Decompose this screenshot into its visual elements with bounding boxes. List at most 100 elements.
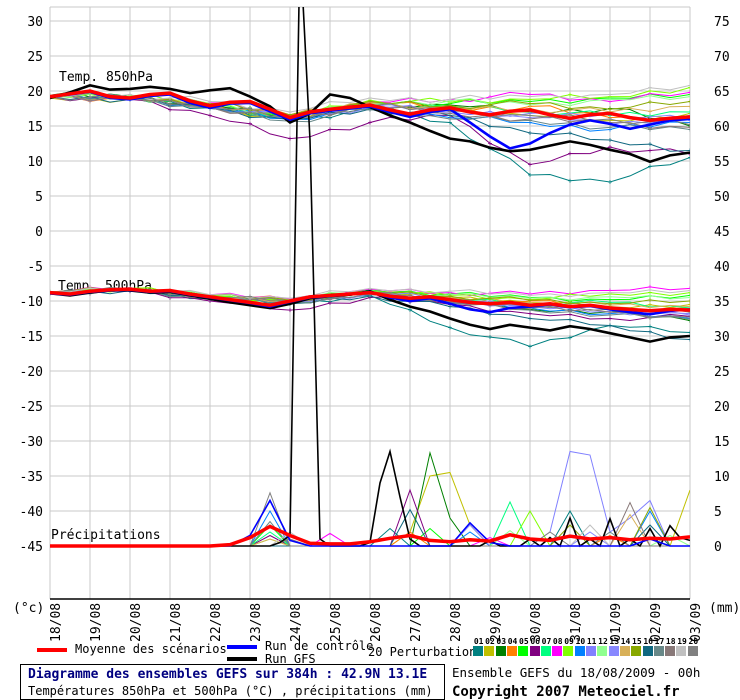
x-tick-label: 27/08 [409,603,424,642]
pert-swatch-10 [574,646,585,656]
mean-precip [50,524,690,548]
y-right-tick-label: 20 [714,400,730,415]
pert-swatch-15 [631,646,642,656]
x-tick-label: 29/08 [489,603,504,642]
y-right-tick-label: 45 [714,225,730,240]
x-tick-label: 26/08 [369,603,384,642]
pert-number-10: 10 [575,637,586,646]
x-tick-label: 19/08 [89,603,104,642]
y-left-tick-label: -45 [20,540,43,555]
pert-swatch-18 [665,646,676,656]
x-tick-label: 18/08 [49,603,64,642]
pert-number-03: 03 [496,637,507,646]
pert-number-01: 01 [473,637,484,646]
pert-number-02: 02 [485,637,495,646]
series-layer [50,7,690,548]
pert-number-20: 20 [688,637,699,646]
pert-swatch-01 [473,646,483,656]
y-right-tick-label: 70 [714,50,730,65]
y-right-tick-label: 25 [714,365,730,380]
y-left-tick-label: 30 [27,15,43,30]
pert-number-17: 17 [654,637,665,646]
pert-swatch-19 [676,646,687,656]
run-info: Ensemble GEFS du 18/08/2009 - 00h [452,665,701,680]
legend-gfs-swatch [227,657,257,661]
right-unit-label: (mm) [709,601,740,616]
x-tick-label: 30/08 [529,603,544,642]
pert-swatch-11 [586,646,596,656]
y-left-tick-label: 15 [27,120,43,135]
pert-swatch-16 [642,646,653,656]
pert-swatch-07 [540,646,551,656]
y-left-tick-label: -20 [20,365,43,380]
pert-number-07: 07 [541,637,552,646]
y-left-tick-label: -30 [20,435,43,450]
pert-number-06: 06 [530,637,540,646]
y-left-tick-label: -10 [20,295,43,310]
diagram-title: Diagramme des ensembles GEFS sur 384h : … [28,667,428,682]
pert-swatch-14 [619,646,630,656]
pert-swatch-08 [552,646,563,656]
legend-mean-label: Moyenne des scénarios [75,642,227,656]
pert-swatch-04 [506,646,517,656]
y-left-tick-label: 10 [27,155,43,170]
x-tick-label: 28/08 [449,603,464,642]
y-left-tick-label: 25 [27,50,43,65]
pert-swatch-03 [495,646,506,656]
y-left-tick-label: 20 [27,85,43,100]
y-right-tick-label: 55 [714,155,730,170]
y-right-tick-label: 0 [714,540,722,555]
legend-mean-swatch [37,648,67,652]
pert-number-11: 11 [586,637,597,646]
y-right-tick-label: 15 [714,435,730,450]
y-left-tick-label: 0 [35,225,43,240]
y-right-tick-label: 65 [714,85,730,100]
y-right-tick-label: 30 [714,330,730,345]
pert-swatch-17 [653,646,664,656]
y-left-tick-label: -40 [20,505,43,520]
y-right-tick-label: 50 [714,190,730,205]
x-tick-label: 20/08 [129,603,144,642]
perturbations-legend: 01 02 03 04 05 06 07 08 09 10 11 12 13 14 15 16 17 18 19 20 [473,637,703,657]
pert-number-09: 09 [564,637,574,646]
y-right-tick-label: 35 [714,295,730,310]
pert-number-08: 08 [552,637,563,646]
x-tick-label: 21/08 [169,603,184,642]
pert-swatch-13 [608,646,619,656]
panel-label: Précipitations [51,528,161,543]
pert-swatch-05 [518,646,529,656]
pert-swatch-02 [484,646,495,656]
pert-number-19: 19 [677,637,687,646]
diagram-subtitle: Températures 850hPa et 500hPa (°C) , pré… [28,684,433,698]
pert-number-13: 13 [609,637,620,646]
info-box: Diagramme des ensembles GEFS sur 384h : … [20,664,445,700]
x-tick-label: 02/09 [649,603,664,642]
pert-number-14: 14 [620,637,631,646]
legend-perturbations-label: 20 Perturbations [368,645,484,659]
pert-swatch-12 [597,646,608,656]
pert-number-18: 18 [665,637,676,646]
pert-number-04: 04 [507,637,518,646]
pert-number-15: 15 [632,637,642,646]
pert-swatch-20 [687,646,698,656]
y-left-tick-label: -15 [20,330,43,345]
legend-control-label: Run de contrôle [265,639,374,653]
x-tick-label: 23/08 [249,603,264,642]
y-right-tick-label: 10 [714,470,730,485]
y-right-tick-label: 40 [714,260,730,275]
pert-number-16: 16 [643,637,653,646]
legend-control-swatch [227,645,257,649]
y-left-tick-label: -25 [20,400,43,415]
pert-swatch-06 [529,646,540,656]
x-tick-label: 03/09 [689,603,704,642]
mean-t500 [50,287,690,313]
copyright: Copyright 2007 Meteociel.fr [452,684,680,700]
y-right-tick-label: 60 [714,120,730,135]
pert-number-12: 12 [598,637,608,646]
legend-gfs-label: Run GFS [265,652,316,666]
left-unit-label: (°c) [13,601,44,616]
pert-swatch-09 [563,646,574,656]
x-tick-label: 31/08 [569,603,584,642]
